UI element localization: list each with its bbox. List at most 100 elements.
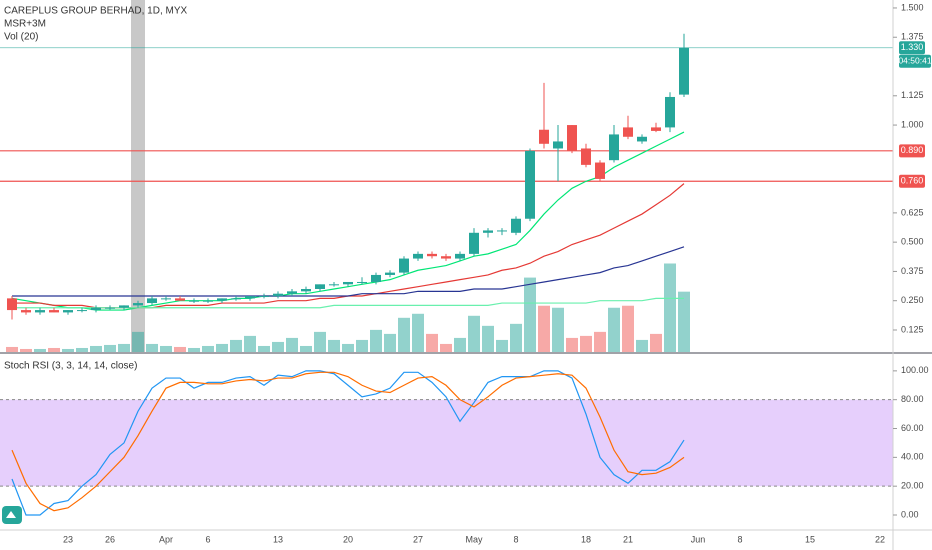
- volume-bar: [468, 315, 480, 352]
- y-tick-label: 1.125: [901, 90, 924, 100]
- candle-body: [511, 218, 521, 233]
- x-tick-label: May: [465, 534, 483, 544]
- volume-bar: [62, 348, 74, 352]
- volume-bar: [664, 263, 676, 352]
- volume-bar: [650, 333, 662, 352]
- candle-body: [133, 303, 143, 306]
- candle-body: [161, 298, 171, 300]
- volume-bar: [370, 329, 382, 352]
- stoch-band: [0, 399, 893, 487]
- countdown-bg: [899, 54, 931, 68]
- y-tick-label: 1.375: [901, 32, 924, 42]
- moving-average: [12, 246, 685, 297]
- candle-body: [287, 291, 297, 294]
- volume-bar: [146, 343, 158, 352]
- candle-body: [343, 281, 353, 285]
- price-label: 1.330: [901, 42, 924, 52]
- volume-bar: [160, 345, 172, 352]
- candle-body: [553, 141, 563, 149]
- y-tick-label: 1.500: [901, 2, 924, 12]
- moving-average: [11, 131, 685, 311]
- volume-bar: [286, 337, 298, 352]
- volume-bar: [580, 335, 592, 352]
- volume-bar: [244, 335, 256, 352]
- candle-body: [273, 293, 283, 297]
- x-tick-label: 27: [413, 534, 423, 544]
- stoch-line: [11, 370, 685, 516]
- candle-body: [623, 127, 633, 137]
- candle-body: [203, 300, 213, 302]
- x-tick-label: 26: [105, 534, 115, 544]
- price-pane: [0, 33, 893, 352]
- candle-body: [609, 134, 619, 161]
- x-tick-label: 6: [205, 534, 210, 544]
- volume-bar: [412, 313, 424, 352]
- candle-body: [63, 310, 73, 313]
- candle-body: [217, 298, 227, 301]
- countdown: 04:50:41: [898, 56, 931, 66]
- y-tick-label: 0.250: [901, 295, 924, 305]
- axes: 1.500 1.375 1.125 1.000 0.625 0.500 0.375 0.250…: [63, 2, 932, 544]
- candle-body: [175, 298, 185, 301]
- candle-body: [455, 253, 465, 259]
- y-tick-label: 60.00: [901, 423, 924, 433]
- volume-bar: [258, 345, 270, 352]
- volume-bar: [174, 346, 186, 352]
- volume-bar: [34, 348, 46, 352]
- candle-body: [147, 298, 157, 304]
- chart-title: CAREPLUS GROUP BERHAD, 1D, MYX: [4, 6, 188, 17]
- volume-bar: [678, 291, 690, 352]
- stoch-pane: [0, 370, 893, 516]
- candle-body: [35, 310, 45, 313]
- volume-bar: [608, 307, 620, 352]
- x-tick-label: 22: [875, 534, 885, 544]
- candle-body: [399, 258, 409, 273]
- indicator-label: MSR+3M: [4, 19, 46, 30]
- volume-bar: [104, 344, 116, 352]
- volume-bar: [90, 345, 102, 352]
- volume-bar: [594, 331, 606, 352]
- volume-bar: [48, 347, 60, 352]
- x-tick-label: 20: [343, 534, 353, 544]
- candle-body: [189, 300, 199, 302]
- stoch-line: [11, 371, 685, 512]
- volume-bar: [188, 347, 200, 352]
- candle-body: [679, 47, 689, 95]
- x-tick-label: 23: [63, 534, 73, 544]
- candle-body: [497, 230, 507, 232]
- logo-icon[interactable]: [6, 511, 16, 518]
- session-highlight: [131, 0, 145, 352]
- candle-body: [245, 296, 255, 299]
- price-label-bg: [899, 144, 925, 158]
- candle-body: [525, 150, 535, 219]
- candle-body: [665, 96, 675, 128]
- y-tick-label: 100.00: [901, 365, 929, 375]
- candle-body: [441, 256, 451, 259]
- y-tick-label: 0.375: [901, 266, 924, 276]
- volume-bar: [272, 341, 284, 352]
- volume-bar: [524, 277, 536, 352]
- candle-body: [357, 281, 367, 283]
- candle-body: [413, 253, 423, 259]
- candle-body: [651, 127, 661, 131]
- volume-bar: [538, 305, 550, 352]
- candle-body: [7, 298, 17, 311]
- volume-bar: [132, 331, 144, 352]
- volume-bar: [496, 339, 508, 352]
- volume-bar: [76, 347, 88, 352]
- volume-bar: [454, 337, 466, 352]
- indicator-label: Stoch RSI (3, 3, 14, 14, close): [4, 361, 137, 372]
- volume-bar: [314, 331, 326, 352]
- x-tick-label: 8: [737, 534, 742, 544]
- logo[interactable]: [2, 506, 22, 524]
- candle-body: [581, 148, 591, 165]
- candle-body: [469, 232, 479, 254]
- candle-body: [595, 162, 605, 179]
- y-tick-label: 40.00: [901, 452, 924, 462]
- price-label-bg: [899, 174, 925, 188]
- y-tick-label: 0.00: [901, 509, 919, 519]
- x-tick-label: 13: [273, 534, 283, 544]
- candle-body: [301, 289, 311, 292]
